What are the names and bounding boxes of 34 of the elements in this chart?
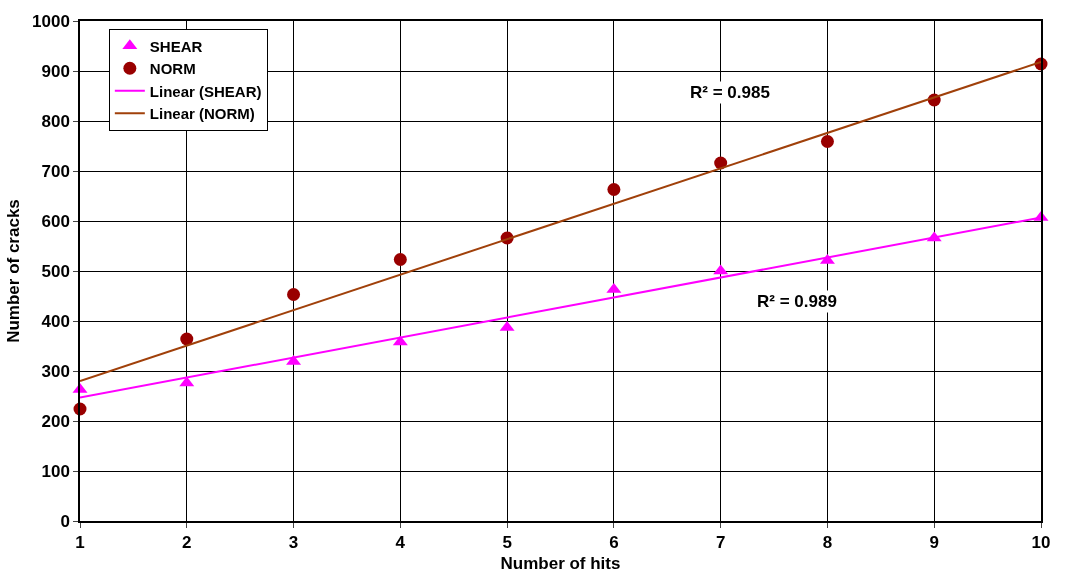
x-tick-label: 2 [182,533,192,553]
annotation: R² = 0.989 [757,292,837,311]
y-tick-label: 900 [41,61,70,81]
annotation: R² = 0.985 [690,83,770,102]
x-tick-label: 6 [609,533,619,553]
point [180,332,194,346]
x-axis-title: Number of hits [500,554,621,574]
legend-label: Linear (NORM) [149,105,255,123]
point [820,135,834,148]
point [393,253,407,266]
y-tick-label: 700 [41,161,70,181]
y-axis-title: Number of cracks [4,199,24,343]
legend-label: SHEAR [149,37,203,55]
x-tick-label: 3 [288,533,299,553]
x-tick-label: 4 [395,533,406,553]
y-tick-label: 500 [41,261,70,281]
legend-label: Linear (SHEAR) [149,82,262,100]
y-tick-label: 400 [41,311,70,331]
x-tick-label: 8 [822,533,833,553]
y-tick-label: 1000 [32,11,70,31]
legend-label: NORM [149,60,196,78]
y-tick-label: 100 [41,461,70,481]
point [607,183,621,196]
y-tick-label: 600 [41,211,70,231]
x-tick-label: 5 [502,533,512,553]
point [287,288,301,301]
x-tick-label: 1 [75,533,85,553]
x-tick-label: 10 [1031,533,1051,553]
x-tick-label: 9 [929,533,939,553]
y-tick-label: 0 [60,511,70,531]
y-tick-label: 300 [41,361,70,381]
y-tick-label: 800 [41,111,70,131]
x-tick-label: 7 [715,533,726,553]
y-tick-label: 200 [41,411,70,431]
